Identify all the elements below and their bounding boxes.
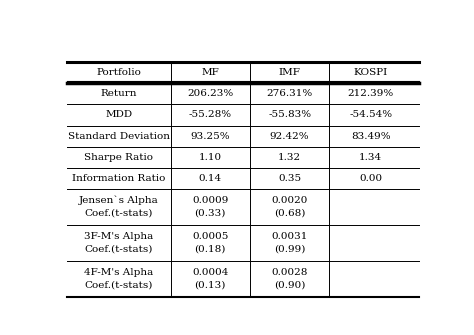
Text: 0.0004
(0.13): 0.0004 (0.13) — [192, 268, 228, 290]
Text: 0.0009
(0.33): 0.0009 (0.33) — [192, 196, 228, 218]
Text: 92.42%: 92.42% — [270, 132, 310, 141]
Text: Information Ratio: Information Ratio — [72, 174, 165, 183]
Text: Return: Return — [100, 89, 137, 98]
Text: 1.34: 1.34 — [359, 153, 383, 162]
Text: Jensen`s Alpha
Coef.(t-stats): Jensen`s Alpha Coef.(t-stats) — [79, 196, 158, 218]
Text: Portfolio: Portfolio — [96, 68, 141, 77]
Text: 0.14: 0.14 — [199, 174, 222, 183]
Text: KOSPI: KOSPI — [354, 68, 388, 77]
Text: 0.0020
(0.68): 0.0020 (0.68) — [272, 196, 308, 218]
Text: 1.10: 1.10 — [199, 153, 222, 162]
Text: -55.28%: -55.28% — [189, 111, 232, 120]
Text: 206.23%: 206.23% — [187, 89, 233, 98]
Text: -54.54%: -54.54% — [349, 111, 392, 120]
Text: Sharpe Ratio: Sharpe Ratio — [84, 153, 153, 162]
Text: MF: MF — [201, 68, 219, 77]
Text: 0.0028
(0.90): 0.0028 (0.90) — [272, 268, 308, 290]
Text: 0.00: 0.00 — [359, 174, 383, 183]
Text: 3F-M's Alpha
Coef.(t-stats): 3F-M's Alpha Coef.(t-stats) — [84, 232, 153, 254]
Text: 1.32: 1.32 — [278, 153, 301, 162]
Text: 4F-M's Alpha
Coef.(t-stats): 4F-M's Alpha Coef.(t-stats) — [84, 268, 153, 290]
Text: Standard Deviation: Standard Deviation — [68, 132, 170, 141]
Text: 83.49%: 83.49% — [351, 132, 391, 141]
Text: 93.25%: 93.25% — [191, 132, 230, 141]
Text: 276.31%: 276.31% — [266, 89, 313, 98]
Text: MDD: MDD — [105, 111, 132, 120]
Text: -55.83%: -55.83% — [268, 111, 311, 120]
Text: 0.35: 0.35 — [278, 174, 301, 183]
Text: IMF: IMF — [279, 68, 301, 77]
Text: 0.0031
(0.99): 0.0031 (0.99) — [272, 232, 308, 254]
Text: 0.0005
(0.18): 0.0005 (0.18) — [192, 232, 228, 254]
Text: 212.39%: 212.39% — [347, 89, 394, 98]
